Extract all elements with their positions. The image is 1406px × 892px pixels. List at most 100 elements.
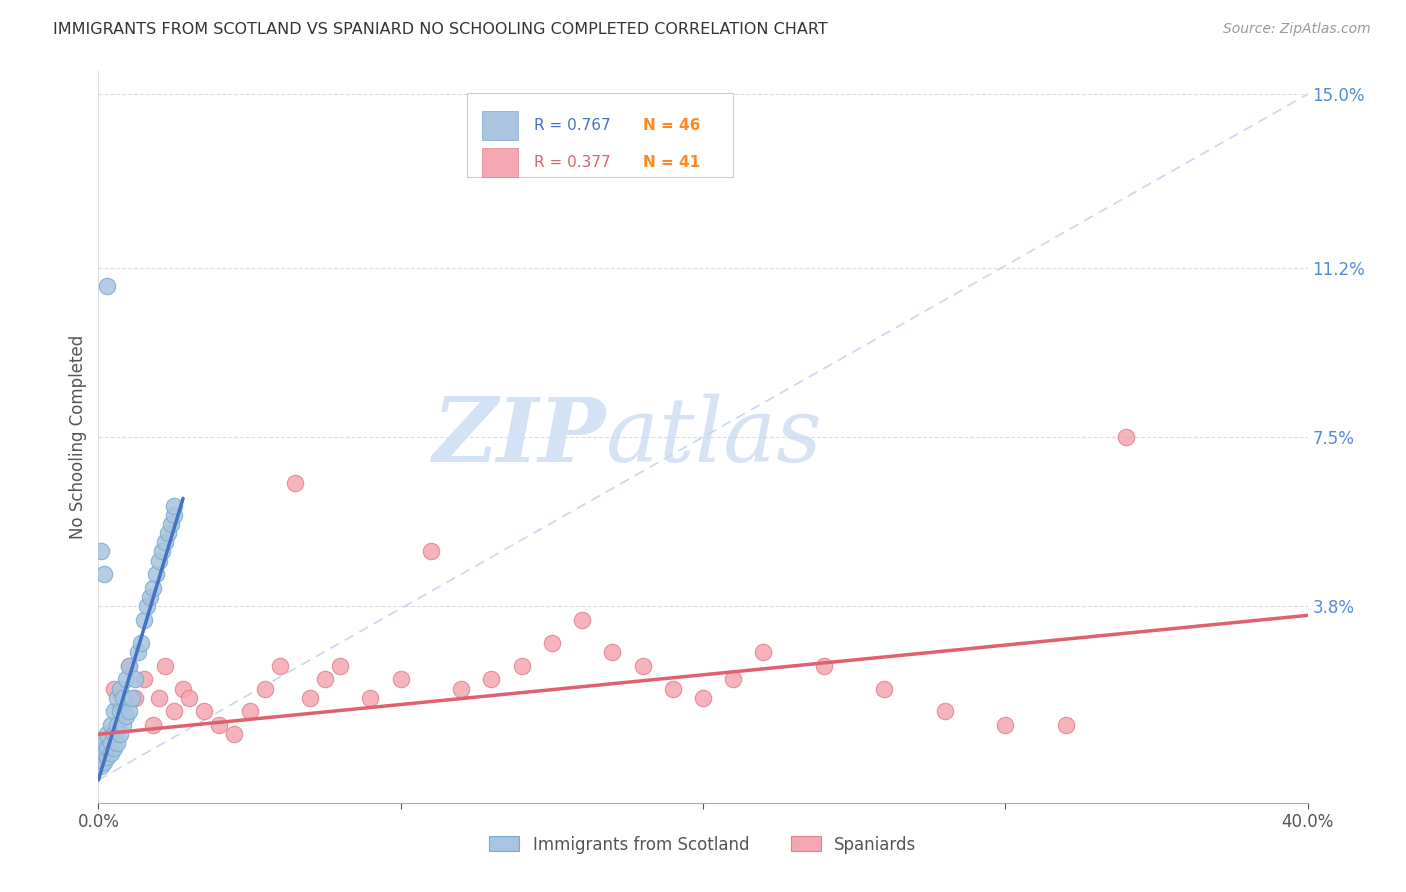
Point xyxy=(481,673,503,687)
Point xyxy=(631,658,654,673)
Legend: Immigrants from Scotland, Spaniards: Immigrants from Scotland, Spaniards xyxy=(482,829,924,860)
Text: R = 0.767: R = 0.767 xyxy=(534,118,610,133)
Point xyxy=(132,613,155,627)
Text: IMMIGRANTS FROM SCOTLAND VS SPANIARD NO SCHOOLING COMPLETED CORRELATION CHART: IMMIGRANTS FROM SCOTLAND VS SPANIARD NO … xyxy=(53,22,828,37)
Point xyxy=(571,613,593,627)
Point xyxy=(145,567,167,582)
Text: N = 46: N = 46 xyxy=(643,118,700,133)
Point xyxy=(163,508,186,522)
Point xyxy=(723,673,745,687)
Point xyxy=(994,718,1017,732)
Text: N = 41: N = 41 xyxy=(643,155,700,169)
Point xyxy=(103,740,125,755)
Point xyxy=(129,636,152,650)
Point xyxy=(105,736,128,750)
Text: Source: ZipAtlas.com: Source: ZipAtlas.com xyxy=(1223,22,1371,37)
Point xyxy=(100,746,122,760)
Point xyxy=(253,681,276,696)
Point xyxy=(153,658,176,673)
Point xyxy=(284,475,307,490)
Point xyxy=(142,581,165,595)
Point xyxy=(420,544,443,558)
Point xyxy=(96,740,118,755)
Point xyxy=(108,727,131,741)
Point xyxy=(224,727,246,741)
Point xyxy=(156,526,179,541)
Text: R = 0.377: R = 0.377 xyxy=(534,155,610,169)
FancyBboxPatch shape xyxy=(482,148,517,177)
Point xyxy=(114,709,136,723)
Point xyxy=(96,727,118,741)
Point xyxy=(114,673,136,687)
Text: atlas: atlas xyxy=(606,393,823,481)
FancyBboxPatch shape xyxy=(467,94,734,178)
Point xyxy=(103,705,125,719)
Point xyxy=(111,705,134,719)
Point xyxy=(127,645,149,659)
Point xyxy=(90,759,112,773)
Point xyxy=(153,535,176,549)
Point xyxy=(105,718,128,732)
Point xyxy=(389,673,412,687)
Point xyxy=(118,658,141,673)
Point xyxy=(329,658,352,673)
Point xyxy=(193,705,215,719)
Point xyxy=(148,690,170,705)
Point xyxy=(752,645,775,659)
Point xyxy=(93,736,115,750)
Point xyxy=(661,681,683,696)
Point xyxy=(142,718,165,732)
Point xyxy=(96,750,118,764)
Point xyxy=(124,673,146,687)
Point xyxy=(873,681,896,696)
Point xyxy=(108,681,131,696)
Point xyxy=(118,658,141,673)
Y-axis label: No Schooling Completed: No Schooling Completed xyxy=(69,335,87,539)
Point xyxy=(139,590,162,604)
Point xyxy=(105,690,128,705)
Point xyxy=(111,690,134,705)
Point xyxy=(813,658,835,673)
Point xyxy=(111,718,134,732)
Point xyxy=(103,727,125,741)
Point xyxy=(124,690,146,705)
Point xyxy=(135,599,157,614)
Point xyxy=(1054,718,1077,732)
Point xyxy=(179,690,201,705)
Point xyxy=(93,746,115,760)
Point xyxy=(239,705,262,719)
Point xyxy=(314,673,336,687)
Text: ZIP: ZIP xyxy=(433,394,606,480)
Point xyxy=(132,673,155,687)
Point xyxy=(108,705,131,719)
Point xyxy=(540,636,562,650)
Point xyxy=(692,690,714,705)
Point xyxy=(90,544,112,558)
Point xyxy=(96,279,118,293)
FancyBboxPatch shape xyxy=(482,111,517,140)
Point xyxy=(510,658,533,673)
Point xyxy=(299,690,322,705)
Point xyxy=(269,658,291,673)
Point xyxy=(208,718,231,732)
Point xyxy=(934,705,956,719)
Point xyxy=(602,645,624,659)
Point xyxy=(118,705,141,719)
Point xyxy=(103,681,125,696)
Point xyxy=(93,755,115,769)
Point xyxy=(93,567,115,582)
Point xyxy=(160,516,183,531)
Point xyxy=(121,690,143,705)
Point xyxy=(148,553,170,567)
Point xyxy=(100,718,122,732)
Point xyxy=(172,681,194,696)
Point xyxy=(163,705,186,719)
Point xyxy=(450,681,472,696)
Point xyxy=(150,544,173,558)
Point xyxy=(1115,430,1137,444)
Point xyxy=(100,736,122,750)
Point xyxy=(90,750,112,764)
Point xyxy=(163,499,186,513)
Point xyxy=(90,740,112,755)
Point xyxy=(360,690,382,705)
